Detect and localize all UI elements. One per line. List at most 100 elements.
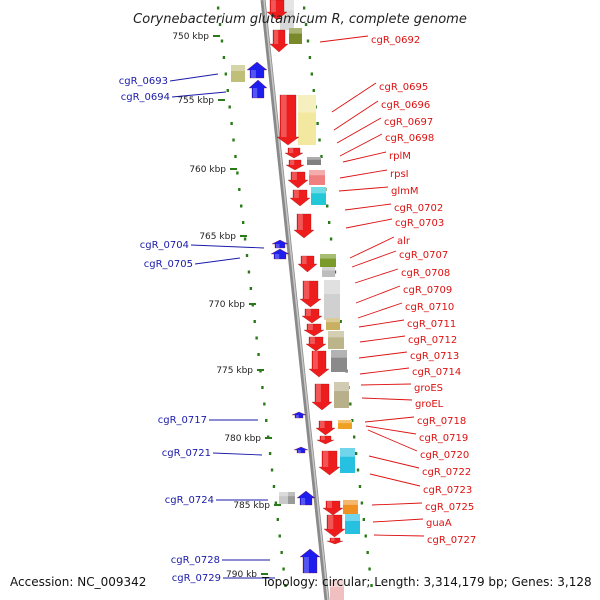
track-dot — [257, 353, 260, 356]
gene-label-cgr-0710[interactable]: cgR_0710 — [405, 302, 454, 313]
gene-label-cgr-0724[interactable]: cgR_0724 — [165, 495, 214, 506]
feature-box-shine — [324, 280, 340, 294]
gene-label-rpsi[interactable]: rpsI — [390, 169, 409, 180]
gene-arrow[interactable] — [299, 548, 321, 574]
track-dot — [339, 320, 342, 323]
gene-label-cgr-0703[interactable]: cgR_0703 — [395, 218, 444, 229]
gene-arrow[interactable] — [293, 213, 315, 239]
feature-box — [326, 318, 340, 330]
gene-label-cgr-0709[interactable]: cgR_0709 — [403, 285, 452, 296]
gene-arrow[interactable] — [299, 280, 322, 308]
gene-label-cgr-0692[interactable]: cgR_0692 — [371, 35, 420, 46]
track-dot — [230, 122, 233, 125]
track-dot — [265, 419, 268, 422]
gene-arrow-shine — [308, 324, 313, 330]
gene-label-cgr-0696[interactable]: cgR_0696 — [381, 100, 430, 111]
gene-label-cgr-0729[interactable]: cgR_0729 — [172, 573, 221, 584]
gene-label-cgr-0714[interactable]: cgR_0714 — [412, 367, 461, 378]
track-dot — [352, 435, 356, 439]
gene-label-cgr-0713[interactable]: cgR_0713 — [410, 351, 459, 362]
gene-arrow[interactable] — [296, 490, 316, 506]
gene-arrow[interactable] — [291, 411, 307, 419]
gene-label-cgr-0722[interactable]: cgR_0722 — [422, 467, 471, 478]
gene-arrow[interactable] — [248, 79, 268, 99]
leader-line — [359, 367, 410, 375]
gene-arrow[interactable] — [246, 61, 268, 79]
feature-box — [311, 187, 326, 205]
gene-arrow-shine — [310, 337, 315, 344]
gene-label-cgr-0720[interactable]: cgR_0720 — [420, 450, 469, 461]
gene-arrow[interactable] — [305, 336, 327, 352]
track-dot — [243, 237, 247, 241]
gene-arrow[interactable] — [289, 189, 311, 207]
leader-line — [369, 473, 421, 487]
gene-arrow-shine — [275, 254, 280, 259]
track-dot — [362, 518, 366, 521]
track-dot — [312, 89, 315, 92]
gene-label-cgr-0693[interactable]: cgR_0693 — [119, 76, 168, 87]
gene-label-cgr-0712[interactable]: cgR_0712 — [408, 335, 457, 346]
gene-arrow[interactable] — [285, 159, 305, 171]
gene-arrow[interactable] — [276, 94, 300, 146]
gene-label-cgr-0721[interactable]: cgR_0721 — [162, 448, 211, 459]
gene-label-cgr-0723[interactable]: cgR_0723 — [423, 485, 472, 496]
gene-label-cgr-0697[interactable]: cgR_0697 — [384, 117, 433, 128]
gene-label-cgr-0695[interactable]: cgR_0695 — [379, 82, 428, 93]
gene-arrow[interactable] — [297, 255, 318, 273]
gene-label-cgr-0698[interactable]: cgR_0698 — [385, 133, 434, 144]
gene-label-cgr-0694[interactable]: cgR_0694 — [121, 92, 170, 103]
track-dot — [302, 6, 306, 10]
feature-box-shine — [279, 492, 293, 497]
track-dot — [364, 534, 367, 538]
gene-label-cgr-0727[interactable]: cgR_0727 — [427, 535, 476, 546]
gene-arrow[interactable] — [311, 383, 333, 411]
leader-line — [358, 319, 405, 328]
gene-label-groel[interactable]: groEL — [415, 399, 444, 410]
gene-label-cgr-0704[interactable]: cgR_0704 — [140, 240, 189, 251]
gene-label-alr[interactable]: alr — [397, 236, 411, 247]
leader-line — [336, 117, 382, 144]
gene-label-cgr-0719[interactable]: cgR_0719 — [419, 433, 468, 444]
feature-box — [288, 492, 295, 504]
gene-label-cgr-0725[interactable]: cgR_0725 — [425, 502, 474, 513]
gene-arrow-shine — [302, 256, 307, 264]
gene-label-guaa[interactable]: guaA — [426, 518, 452, 529]
leader-line — [358, 351, 408, 359]
gene-arrow[interactable] — [326, 537, 344, 545]
gene-arrow[interactable] — [322, 500, 344, 516]
gene-label-cgr-0711[interactable]: cgR_0711 — [407, 319, 456, 330]
gene-label-cgr-0708[interactable]: cgR_0708 — [401, 268, 450, 279]
gene-arrow-shine — [331, 538, 335, 541]
gene-label-groes[interactable]: groES — [414, 383, 443, 394]
gene-arrow[interactable] — [287, 171, 309, 189]
gene-label-cgr-0707[interactable]: cgR_0707 — [399, 250, 448, 261]
gene-arrow-shine — [327, 501, 332, 508]
gene-arrow[interactable] — [323, 514, 346, 538]
gene-arrow[interactable] — [293, 446, 309, 454]
gene-arrow[interactable] — [271, 239, 289, 249]
gene-arrow-shine — [328, 515, 334, 529]
feature-box — [320, 254, 336, 267]
gene-arrow-shine — [306, 309, 311, 316]
gene-label-cgr-0702[interactable]: cgR_0702 — [394, 203, 443, 214]
gene-arrow[interactable] — [284, 147, 304, 159]
gene-arrow[interactable] — [301, 308, 323, 324]
gene-label-cgr-0717[interactable]: cgR_0717 — [158, 415, 207, 426]
gene-label-rplm[interactable]: rplM — [389, 151, 411, 162]
gene-arrow[interactable] — [315, 420, 336, 436]
gene-arrow[interactable] — [316, 435, 335, 445]
track-dot — [306, 39, 310, 43]
feature-box-shine — [345, 514, 360, 521]
leader-line — [365, 425, 417, 435]
gene-arrow[interactable] — [303, 323, 325, 337]
gene-arrow[interactable] — [270, 248, 290, 260]
gene-label-cgr-0705[interactable]: cgR_0705 — [144, 259, 193, 270]
gene-arrow[interactable] — [266, 0, 288, 21]
gene-label-cgr-0728[interactable]: cgR_0728 — [171, 555, 220, 566]
gene-arrow[interactable] — [318, 450, 341, 476]
gene-arrow[interactable] — [308, 350, 330, 378]
gene-label-glmm[interactable]: glmM — [391, 186, 419, 197]
gene-label-cgr-0718[interactable]: cgR_0718 — [417, 416, 466, 427]
gene-arrow[interactable] — [269, 29, 289, 53]
